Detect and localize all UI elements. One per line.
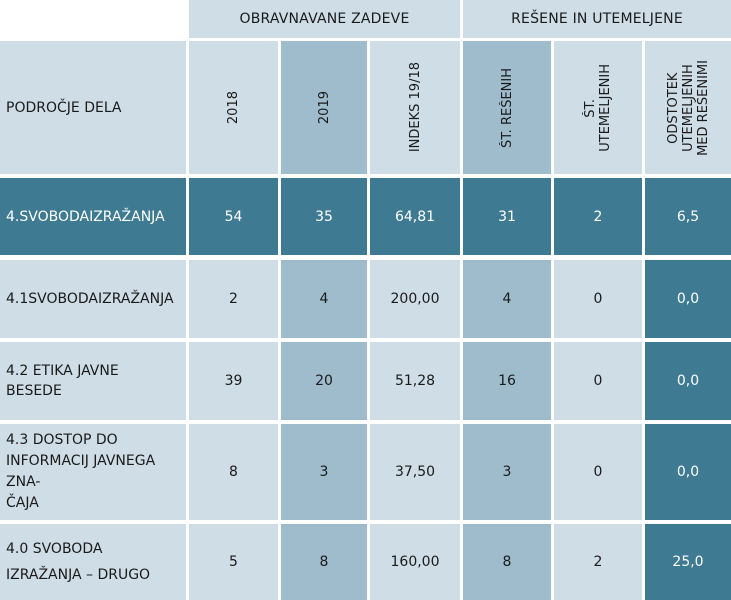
row-3-2018: 8: [189, 424, 278, 520]
row-4-percent: 25,0: [645, 524, 731, 600]
corner-empty-cell: [0, 0, 186, 38]
column-header-percent: ODSTOTEK UTEMELJENIH MED REŠENIMI: [645, 41, 731, 174]
row-0-percent: 6,5: [645, 178, 731, 255]
column-header-2019: 2019: [281, 41, 367, 174]
row-3-percent: 0,0: [645, 424, 731, 520]
column-header-resolved-label: ŠT. REŠENIH: [499, 67, 515, 148]
row-3-index: 37,50: [370, 424, 460, 520]
column-header-percent-label: ODSTOTEK UTEMELJENIH MED REŠENIMI: [665, 59, 711, 156]
row-4-2018: 5: [189, 524, 278, 600]
column-header-justified: ŠT. UTEMELJENIH: [554, 41, 642, 174]
group-header-resolved: REŠENE IN UTEMELJENE: [463, 0, 731, 38]
row-1-percent: 0,0: [645, 260, 731, 338]
column-header-resolved: ŠT. REŠENIH: [463, 41, 551, 174]
row-4-2019: 8: [281, 524, 367, 600]
row-1-justified: 0: [554, 260, 642, 338]
column-header-area: PODROČJE DELA: [0, 41, 186, 174]
column-header-index: INDEKS 19/18: [370, 41, 460, 174]
row-2-resolved: 16: [463, 342, 551, 420]
row-2-area: 4.2 ETIKA JAVNE BESEDE: [0, 342, 186, 420]
row-2-2019: 20: [281, 342, 367, 420]
row-4-justified: 2: [554, 524, 642, 600]
column-header-2018-label: 2018: [226, 90, 241, 125]
group-header-handled: OBRAVNAVANE ZADEVE: [189, 0, 460, 38]
row-4-area: 4.0 SVOBODA IZRAŽANJA – DRUGO: [0, 524, 186, 600]
row-0-2019: 35: [281, 178, 367, 255]
row-1-index: 200,00: [370, 260, 460, 338]
row-0-area: 4.SVOBODAIZRAŽANJA: [0, 178, 186, 255]
row-0-2018: 54: [189, 178, 278, 255]
row-2-percent: 0,0: [645, 342, 731, 420]
column-header-2019-label: 2019: [316, 90, 332, 125]
row-2-2018: 39: [189, 342, 278, 420]
row-3-area: 4.3 DOSTOP DO INFORMACIJ JAVNEGA ZNA- ČA…: [0, 424, 186, 520]
column-header-2018: 2018: [189, 41, 278, 174]
row-3-2019: 3: [281, 424, 367, 520]
row-3-justified: 0: [554, 424, 642, 520]
row-1-2018: 2: [189, 260, 278, 338]
row-1-2019: 4: [281, 260, 367, 338]
row-3-resolved: 3: [463, 424, 551, 520]
column-header-index-label: INDEKS 19/18: [407, 62, 423, 153]
row-0-index: 64,81: [370, 178, 460, 255]
row-4-resolved: 8: [463, 524, 551, 600]
row-1-resolved: 4: [463, 260, 551, 338]
row-0-justified: 2: [554, 178, 642, 255]
row-2-index: 51,28: [370, 342, 460, 420]
row-0-resolved: 31: [463, 178, 551, 255]
column-header-justified-label: ŠT. UTEMELJENIH: [583, 63, 613, 152]
row-2-justified: 0: [554, 342, 642, 420]
row-4-index: 160,00: [370, 524, 460, 600]
row-1-area: 4.1SVOBODAIZRAŽANJA: [0, 260, 186, 338]
